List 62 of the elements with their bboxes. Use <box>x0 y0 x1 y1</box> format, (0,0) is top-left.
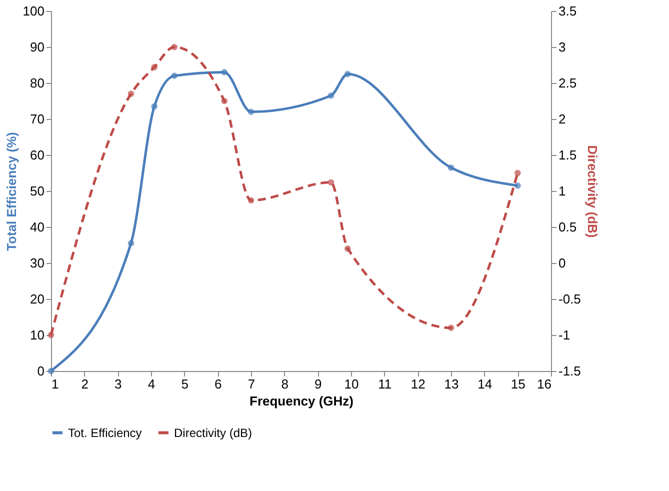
y-tick-label: 10 <box>30 328 44 342</box>
y2-tick-label: 0.5 <box>558 220 577 234</box>
y2-axis-title: Directivity (dB) <box>584 145 600 238</box>
point <box>328 179 334 186</box>
x-tick-label: 13 <box>444 376 459 392</box>
point <box>128 240 134 246</box>
point <box>248 108 254 115</box>
legend-label: Tot. Efficiency <box>68 426 142 440</box>
x-tick-label: 11 <box>378 376 392 392</box>
y-tick-label: 100 <box>22 4 44 18</box>
point <box>448 164 454 171</box>
x-tick-label: 7 <box>248 376 256 392</box>
y-tick-label: 0 <box>37 364 44 378</box>
x-tick-label: 3 <box>114 376 122 392</box>
y2-tick-label: 3 <box>558 40 566 54</box>
x-tick-label: 14 <box>478 376 492 392</box>
x-tick-label: 2 <box>81 376 88 392</box>
x-tick-label: 15 <box>510 376 526 392</box>
y-tick-label: 70 <box>30 112 44 126</box>
y2-tick-label: -1.5 <box>558 364 581 378</box>
y-axis-title: Total Efficiency (%) <box>4 132 19 251</box>
y-tick-label: 30 <box>30 256 44 270</box>
y-tick-label: 60 <box>30 148 44 162</box>
y-tick-label: 80 <box>30 76 44 90</box>
point <box>514 182 521 189</box>
y2-tick-label: -1 <box>558 328 570 342</box>
point <box>344 245 351 252</box>
point <box>328 92 334 99</box>
point <box>221 69 228 76</box>
y2-tick-label: -0.5 <box>558 292 581 306</box>
y2-tick-label: 2 <box>558 112 566 126</box>
x-tick-label: 5 <box>181 376 188 392</box>
y2-tick-label: 0 <box>558 256 566 270</box>
x-tick-label: 1 <box>52 376 59 392</box>
y-tick-label: 50 <box>30 184 44 198</box>
point <box>151 64 158 70</box>
x-tick-label: 12 <box>410 376 426 392</box>
x-tick-label: 8 <box>281 376 288 392</box>
point <box>151 103 158 110</box>
point <box>221 98 228 104</box>
point <box>171 44 178 50</box>
point <box>48 332 54 338</box>
point <box>514 170 521 176</box>
y-tick-label: 90 <box>30 40 44 54</box>
y2-tick-label: 1.5 <box>558 148 577 162</box>
y2-tick-label: 1 <box>558 184 566 198</box>
y2-tick-label: 3.5 <box>558 4 577 18</box>
x-axis-title: Frequency (GHz) <box>249 394 354 408</box>
point <box>248 197 254 204</box>
x-tick-label: 9 <box>314 376 322 392</box>
point <box>128 90 134 97</box>
point <box>448 324 454 331</box>
y-tick-label: 20 <box>30 292 44 306</box>
x-tick-label: 10 <box>344 376 359 392</box>
y-tick-label: 40 <box>30 220 44 234</box>
legend-label: Directivity (dB) <box>174 426 252 440</box>
x-tick-label: 6 <box>214 376 222 392</box>
y2-tick-label: 2.5 <box>558 76 577 90</box>
point <box>344 70 351 78</box>
x-tick-label: 16 <box>537 376 552 392</box>
point <box>171 72 178 79</box>
x-tick-label: 4 <box>148 376 156 392</box>
